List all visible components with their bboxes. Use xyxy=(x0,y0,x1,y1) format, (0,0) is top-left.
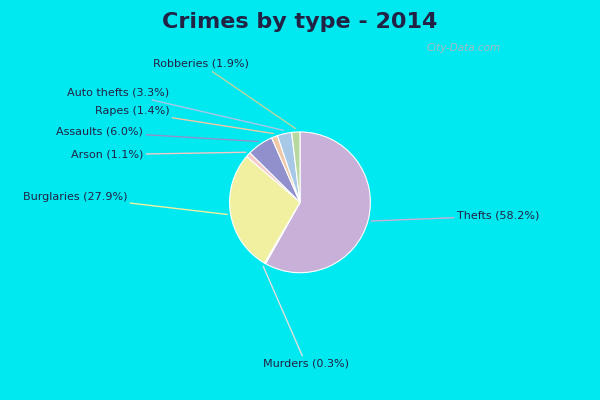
Wedge shape xyxy=(250,138,300,202)
Wedge shape xyxy=(247,153,300,202)
Wedge shape xyxy=(272,136,300,202)
Text: Arson (1.1%): Arson (1.1%) xyxy=(71,150,246,160)
Wedge shape xyxy=(265,202,300,264)
Text: Murders (0.3%): Murders (0.3%) xyxy=(263,266,349,368)
Text: Auto thefts (3.3%): Auto thefts (3.3%) xyxy=(67,87,284,130)
Text: City-Data.com: City-Data.com xyxy=(426,42,500,52)
Wedge shape xyxy=(292,132,300,202)
Wedge shape xyxy=(277,132,300,202)
Wedge shape xyxy=(230,156,300,263)
Wedge shape xyxy=(266,132,370,273)
Text: Thefts (58.2%): Thefts (58.2%) xyxy=(371,211,539,221)
Text: Robberies (1.9%): Robberies (1.9%) xyxy=(153,59,296,129)
Text: Rapes (1.4%): Rapes (1.4%) xyxy=(95,106,273,134)
Text: Crimes by type - 2014: Crimes by type - 2014 xyxy=(163,12,437,32)
Text: Burglaries (27.9%): Burglaries (27.9%) xyxy=(23,192,227,214)
Text: Assaults (6.0%): Assaults (6.0%) xyxy=(56,127,258,142)
